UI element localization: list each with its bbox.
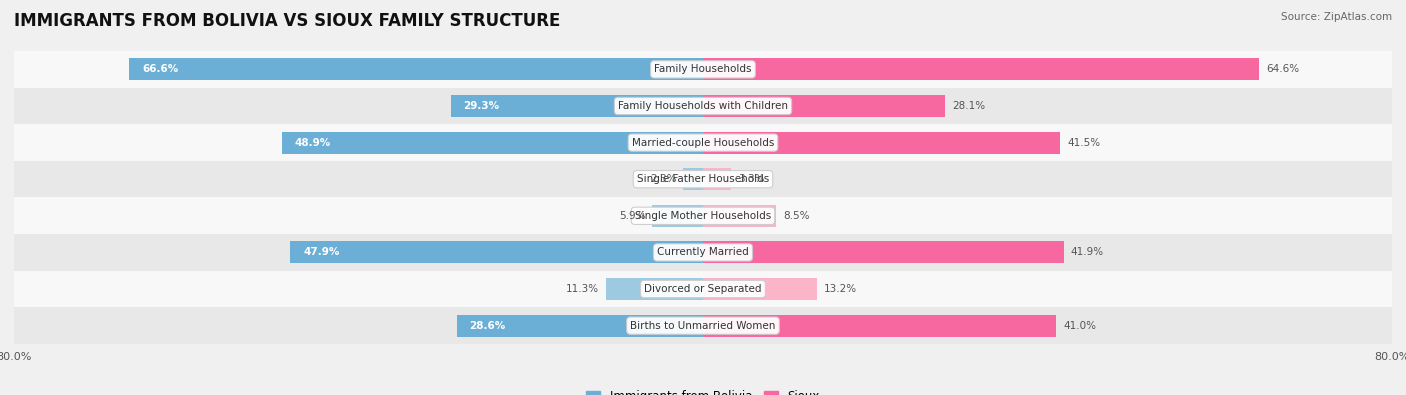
Bar [14,161,1392,198]
Text: Currently Married: Currently Married [657,247,749,258]
Text: 41.9%: 41.9% [1071,247,1104,258]
Text: Divorced or Separated: Divorced or Separated [644,284,762,294]
Text: Births to Unmarried Women: Births to Unmarried Women [630,321,776,331]
Bar [14,307,1392,344]
Text: 11.3%: 11.3% [565,284,599,294]
Text: Family Households with Children: Family Households with Children [619,101,787,111]
Text: 47.9%: 47.9% [304,247,340,258]
Text: Single Mother Households: Single Mother Households [636,211,770,221]
Bar [683,168,703,190]
Text: 2.3%: 2.3% [650,174,676,184]
Text: 13.2%: 13.2% [824,284,856,294]
Text: IMMIGRANTS FROM BOLIVIA VS SIOUX FAMILY STRUCTURE: IMMIGRANTS FROM BOLIVIA VS SIOUX FAMILY … [14,12,561,30]
Bar [14,271,1392,307]
Bar [703,132,1060,154]
Text: Married-couple Households: Married-couple Households [631,137,775,148]
Text: 28.6%: 28.6% [470,321,506,331]
Bar [652,205,703,227]
Text: 41.5%: 41.5% [1067,137,1101,148]
Bar [703,315,1056,337]
Bar [703,58,1260,80]
Bar [703,241,1064,263]
Text: 29.3%: 29.3% [464,101,499,111]
Text: 64.6%: 64.6% [1267,64,1299,74]
Legend: Immigrants from Bolivia, Sioux: Immigrants from Bolivia, Sioux [581,385,825,395]
Text: 41.0%: 41.0% [1063,321,1095,331]
Bar [14,51,1392,88]
Bar [14,124,1392,161]
Bar [457,315,703,337]
Bar [14,234,1392,271]
Text: Family Households: Family Households [654,64,752,74]
Bar [281,132,703,154]
Bar [14,88,1392,124]
Text: 28.1%: 28.1% [952,101,986,111]
Bar [703,168,731,190]
Text: 48.9%: 48.9% [295,137,330,148]
Bar [14,198,1392,234]
Bar [129,58,703,80]
Bar [703,205,776,227]
Bar [606,278,703,300]
Text: Source: ZipAtlas.com: Source: ZipAtlas.com [1281,12,1392,22]
Text: Single Father Households: Single Father Households [637,174,769,184]
Bar [703,278,817,300]
Text: 66.6%: 66.6% [142,64,179,74]
Text: 3.3%: 3.3% [738,174,765,184]
Bar [703,95,945,117]
Text: 8.5%: 8.5% [783,211,810,221]
Bar [291,241,703,263]
Bar [451,95,703,117]
Text: 5.9%: 5.9% [619,211,645,221]
